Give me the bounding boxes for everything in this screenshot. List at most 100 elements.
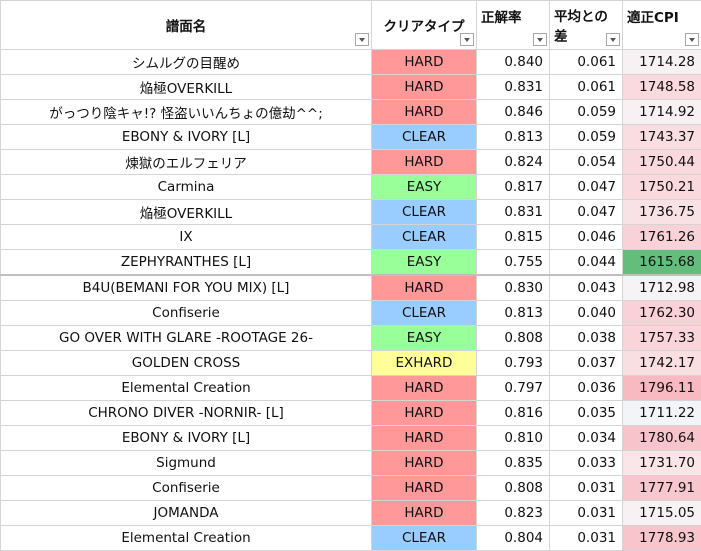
cell-diff[interactable]: 0.038 xyxy=(550,326,623,351)
cell-clear-type[interactable]: HARD xyxy=(372,401,477,426)
cell-cpi[interactable]: 1748.58 xyxy=(623,75,701,100)
cell-cpi[interactable]: 1777.91 xyxy=(623,476,701,501)
cell-title[interactable]: JOMANDA xyxy=(1,501,372,526)
cell-clear-type[interactable]: CLEAR xyxy=(372,301,477,326)
cell-accuracy[interactable]: 0.816 xyxy=(477,401,550,426)
cell-clear-type[interactable]: HARD xyxy=(372,501,477,526)
cell-accuracy[interactable]: 0.813 xyxy=(477,125,550,150)
cell-diff[interactable]: 0.034 xyxy=(550,426,623,451)
cell-title[interactable]: Elemental Creation xyxy=(1,526,372,551)
cell-title[interactable]: EBONY & IVORY [L] xyxy=(1,426,372,451)
cell-clear-type[interactable]: HARD xyxy=(372,75,477,100)
cell-title[interactable]: IX xyxy=(1,225,372,250)
cell-title[interactable]: ZEPHYRANTHES [L] xyxy=(1,250,372,276)
cell-diff[interactable]: 0.043 xyxy=(550,275,623,301)
cell-cpi[interactable]: 1711.22 xyxy=(623,401,701,426)
cell-clear-type[interactable]: HARD xyxy=(372,150,477,175)
cell-clear-type[interactable]: HARD xyxy=(372,451,477,476)
cell-cpi[interactable]: 1750.21 xyxy=(623,175,701,200)
cell-diff[interactable]: 0.046 xyxy=(550,225,623,250)
cell-diff[interactable]: 0.044 xyxy=(550,250,623,276)
cell-cpi[interactable]: 1761.26 xyxy=(623,225,701,250)
cell-diff[interactable]: 0.037 xyxy=(550,351,623,376)
cell-title[interactable]: Sigmund xyxy=(1,451,372,476)
sort-desc-filter-icon[interactable] xyxy=(606,33,620,46)
cell-accuracy[interactable]: 0.840 xyxy=(477,50,550,75)
cell-clear-type[interactable]: CLEAR xyxy=(372,225,477,250)
cell-cpi[interactable]: 1796.11 xyxy=(623,376,701,401)
cell-title[interactable]: GOLDEN CROSS xyxy=(1,351,372,376)
cell-accuracy[interactable]: 0.835 xyxy=(477,451,550,476)
cell-cpi[interactable]: 1736.75 xyxy=(623,200,701,225)
cell-diff[interactable]: 0.035 xyxy=(550,401,623,426)
cell-accuracy[interactable]: 0.846 xyxy=(477,100,550,125)
cell-clear-type[interactable]: CLEAR xyxy=(372,125,477,150)
cell-accuracy[interactable]: 0.793 xyxy=(477,351,550,376)
cell-accuracy[interactable]: 0.810 xyxy=(477,426,550,451)
cell-diff[interactable]: 0.061 xyxy=(550,75,623,100)
cell-cpi[interactable]: 1615.68 xyxy=(623,250,701,276)
cell-diff[interactable]: 0.047 xyxy=(550,200,623,225)
cell-clear-type[interactable]: HARD xyxy=(372,275,477,301)
cell-diff[interactable]: 0.031 xyxy=(550,526,623,551)
cell-cpi[interactable]: 1714.28 xyxy=(623,50,701,75)
cell-accuracy[interactable]: 0.808 xyxy=(477,476,550,501)
cell-diff[interactable]: 0.061 xyxy=(550,50,623,75)
cell-accuracy[interactable]: 0.823 xyxy=(477,501,550,526)
cell-accuracy[interactable]: 0.808 xyxy=(477,326,550,351)
cell-accuracy[interactable]: 0.831 xyxy=(477,200,550,225)
cell-diff[interactable]: 0.059 xyxy=(550,100,623,125)
cell-cpi[interactable]: 1714.92 xyxy=(623,100,701,125)
cell-diff[interactable]: 0.031 xyxy=(550,476,623,501)
cell-cpi[interactable]: 1780.64 xyxy=(623,426,701,451)
cell-clear-type[interactable]: HARD xyxy=(372,376,477,401)
cell-clear-type[interactable]: EXHARD xyxy=(372,351,477,376)
cell-title[interactable]: 焔極OVERKILL xyxy=(1,200,372,225)
cell-diff[interactable]: 0.059 xyxy=(550,125,623,150)
filter-dropdown-icon[interactable] xyxy=(533,33,547,46)
cell-title[interactable]: シムルグの目醒め xyxy=(1,50,372,75)
cell-accuracy[interactable]: 0.815 xyxy=(477,225,550,250)
cell-diff[interactable]: 0.040 xyxy=(550,301,623,326)
filter-dropdown-icon[interactable] xyxy=(355,33,369,46)
cell-clear-type[interactable]: EASY xyxy=(372,326,477,351)
cell-title[interactable]: がっつり陰キャ!? 怪盗いいんちょの億劫^^; xyxy=(1,100,372,125)
cell-accuracy[interactable]: 0.797 xyxy=(477,376,550,401)
cell-clear-type[interactable]: CLEAR xyxy=(372,200,477,225)
cell-accuracy[interactable]: 0.813 xyxy=(477,301,550,326)
cell-diff[interactable]: 0.047 xyxy=(550,175,623,200)
cell-title[interactable]: Elemental Creation xyxy=(1,376,372,401)
cell-cpi[interactable]: 1778.93 xyxy=(623,526,701,551)
cell-cpi[interactable]: 1757.33 xyxy=(623,326,701,351)
cell-title[interactable]: EBONY & IVORY [L] xyxy=(1,125,372,150)
cell-diff[interactable]: 0.033 xyxy=(550,451,623,476)
filter-dropdown-icon[interactable] xyxy=(685,33,699,46)
cell-title[interactable]: 焔極OVERKILL xyxy=(1,75,372,100)
cell-accuracy[interactable]: 0.831 xyxy=(477,75,550,100)
cell-cpi[interactable]: 1750.44 xyxy=(623,150,701,175)
cell-title[interactable]: GO OVER WITH GLARE -ROOTAGE 26- xyxy=(1,326,372,351)
cell-diff[interactable]: 0.031 xyxy=(550,501,623,526)
cell-accuracy[interactable]: 0.755 xyxy=(477,250,550,276)
cell-cpi[interactable]: 1715.05 xyxy=(623,501,701,526)
cell-cpi[interactable]: 1731.70 xyxy=(623,451,701,476)
cell-diff[interactable]: 0.054 xyxy=(550,150,623,175)
